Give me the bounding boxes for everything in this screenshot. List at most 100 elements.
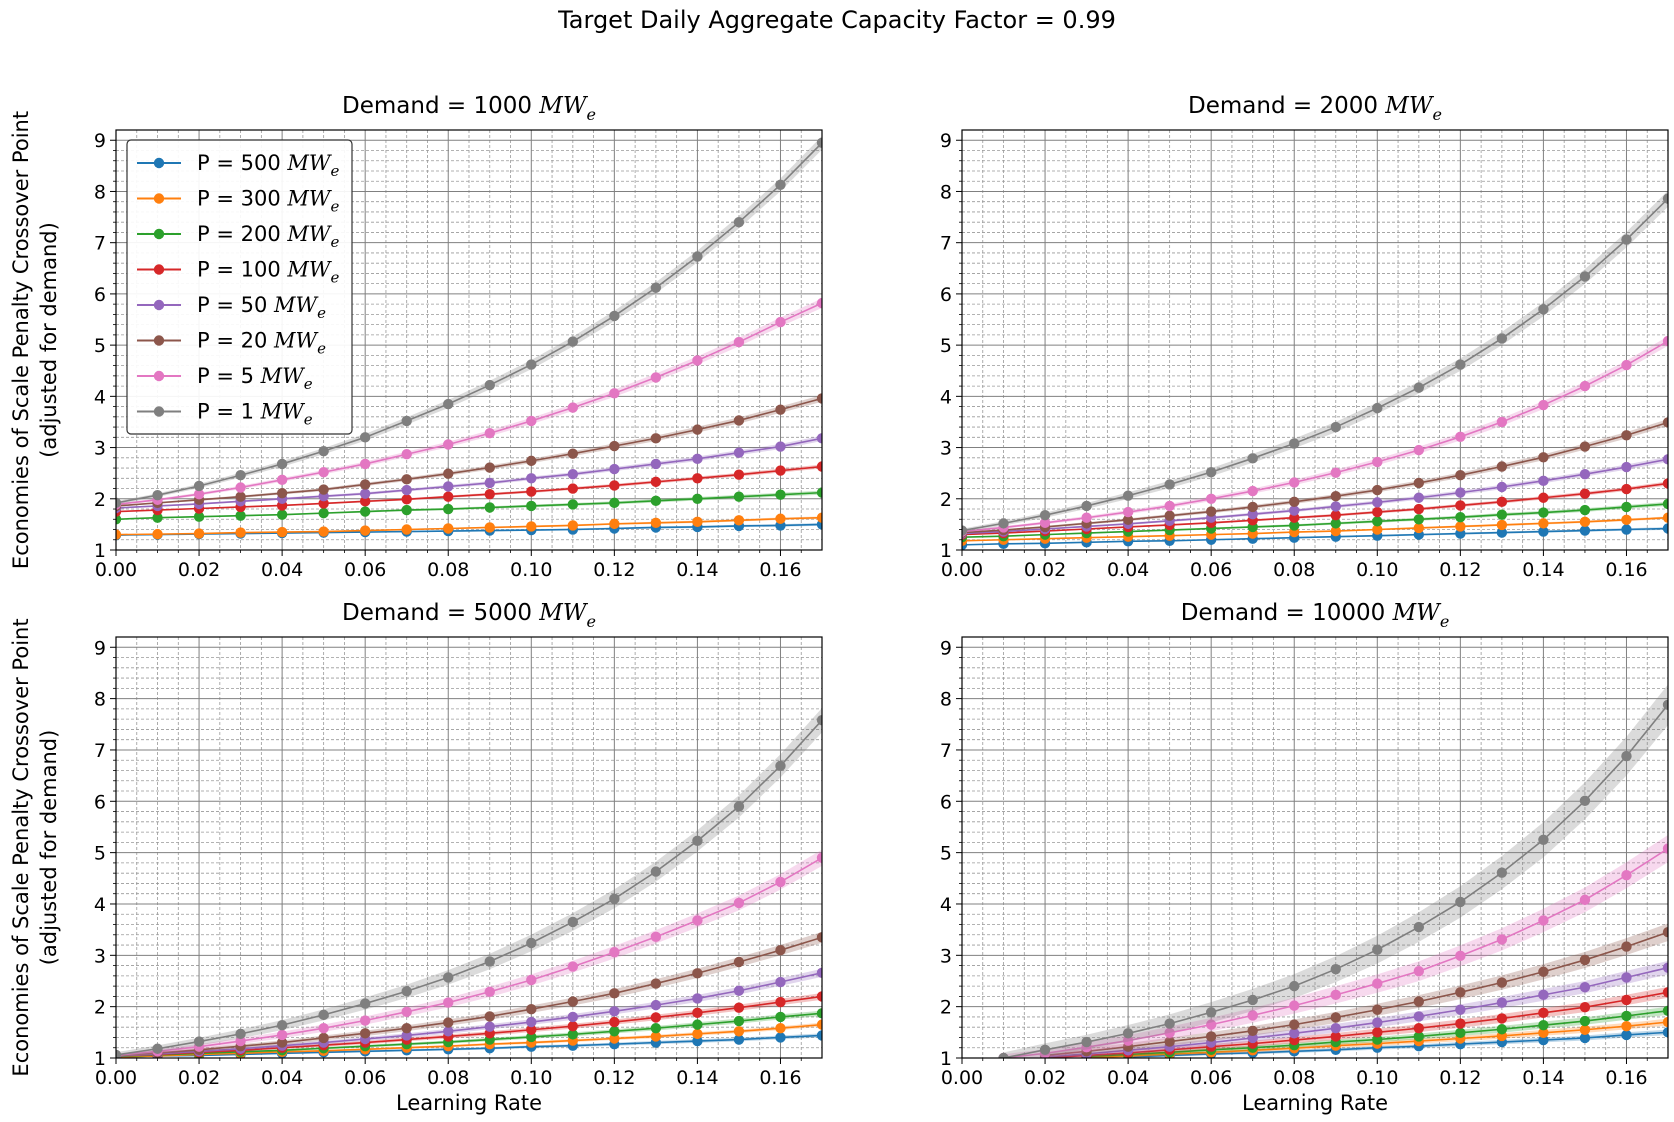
x-tick-label: 0.02: [178, 1067, 220, 1089]
data-point: [733, 447, 745, 458]
data-point: [526, 455, 537, 467]
data-point: [193, 511, 205, 522]
data-point: [318, 484, 329, 495]
data-point: [116, 1049, 122, 1058]
data-point: [733, 469, 745, 480]
data-point: [650, 931, 662, 943]
data-point: [775, 441, 786, 452]
y-axis-label-line2: (adjusted for demand): [37, 730, 61, 966]
y-tick-label: 2: [94, 489, 106, 511]
data-point: [650, 978, 662, 989]
data-point: [1662, 699, 1668, 710]
data-point: [1205, 1007, 1217, 1018]
x-tick-label: 0.12: [593, 559, 635, 581]
legend-label-subscript: e: [304, 375, 313, 393]
data-point: [1330, 501, 1341, 512]
data-point: [318, 1032, 329, 1044]
data-point: [692, 355, 703, 366]
x-tick-label: 0.08: [427, 1067, 469, 1089]
data-point: [1372, 484, 1383, 496]
series-line: [116, 1034, 822, 1058]
data-point: [1372, 516, 1383, 527]
series-line: [1045, 991, 1668, 1058]
data-point: [1496, 527, 1508, 538]
data-point: [318, 507, 329, 519]
data-point: [1621, 501, 1632, 513]
panel-title-subscript: e: [587, 612, 596, 631]
series-line: [962, 421, 1668, 534]
data-point: [609, 310, 620, 322]
data-point: [1372, 506, 1383, 518]
data-point: [1455, 528, 1466, 539]
data-point: [526, 1004, 537, 1015]
data-point: [1621, 234, 1632, 245]
panel-title-prefix: Demand = 1000: [342, 93, 539, 119]
data-point: [235, 510, 246, 521]
data-point: [1289, 1019, 1300, 1030]
legend-entry: P = 300 MWe: [137, 187, 339, 216]
legend-label-unit: MW: [286, 151, 333, 175]
data-point: [1330, 1023, 1341, 1034]
data-point: [650, 999, 662, 1011]
x-tick-label: 0.10: [1356, 559, 1398, 581]
data-point: [733, 1002, 745, 1013]
legend-label-prefix: P = 20: [197, 329, 274, 353]
ticks: 0.00 0.02 0.04 0.06 0.08 0.10 0.12 0.14 0.16 1 2 3 4…: [940, 637, 1648, 1089]
data-point: [567, 1011, 579, 1023]
y-tick-label: 1: [940, 540, 952, 562]
y-tick-label: 1: [940, 1048, 952, 1070]
data-point: [359, 458, 371, 470]
ticks: 0.00 0.02 0.04 0.06 0.08 0.10 0.12 0.14 0.16 1 2 3 4…: [94, 130, 802, 581]
data-point: [1621, 1029, 1632, 1041]
legend-entry: P = 50 MWe: [137, 293, 326, 322]
legend-label-prefix: P = 500: [197, 151, 287, 175]
x-tick-label: 0.06: [344, 1067, 386, 1089]
data-point: [401, 494, 412, 505]
data-point: [1455, 500, 1466, 511]
data-point: [692, 424, 703, 435]
data-point: [1164, 1018, 1175, 1029]
data-point: [318, 445, 329, 457]
data-point: [1579, 516, 1591, 528]
series-line: [116, 465, 822, 513]
data-point: [152, 528, 163, 540]
data-point: [567, 1020, 579, 1032]
data-point: [775, 513, 786, 524]
data-point: [1538, 1019, 1549, 1031]
data-point: [816, 714, 822, 726]
data-point: [359, 1015, 371, 1026]
data-point: [609, 480, 620, 491]
data-point: [1455, 359, 1466, 370]
data-point: [609, 893, 620, 905]
data-point: [650, 1023, 662, 1034]
data-point: [567, 448, 579, 459]
data-point: [235, 1028, 246, 1040]
data-point: [692, 835, 703, 847]
data-point: [1621, 430, 1632, 441]
data-point: [401, 484, 412, 496]
data-point: [692, 493, 703, 504]
legend-entry: P = 20 MWe: [137, 329, 326, 358]
data-point: [816, 297, 822, 309]
y-tick-label: 7: [94, 233, 106, 255]
data-point: [401, 1006, 412, 1017]
data-point: [1496, 509, 1508, 520]
x-tick-label: 0.00: [95, 1067, 137, 1089]
legend-label-prefix: P = 5: [197, 364, 261, 388]
data-point: [1579, 981, 1591, 993]
data-point: [1496, 867, 1508, 878]
data-point: [1496, 519, 1508, 531]
data-point: [318, 526, 329, 537]
data-point: [401, 986, 412, 997]
series-line: [116, 936, 822, 1057]
data-point: [1662, 417, 1668, 428]
legend-label-unit: MW: [260, 400, 307, 424]
data-point: [193, 528, 205, 539]
data-point: [1538, 1034, 1549, 1046]
data-point: [650, 458, 662, 470]
data-point: [1662, 478, 1668, 489]
data-point: [1413, 382, 1425, 393]
data-point: [1662, 335, 1668, 347]
data-point: [1289, 512, 1300, 523]
